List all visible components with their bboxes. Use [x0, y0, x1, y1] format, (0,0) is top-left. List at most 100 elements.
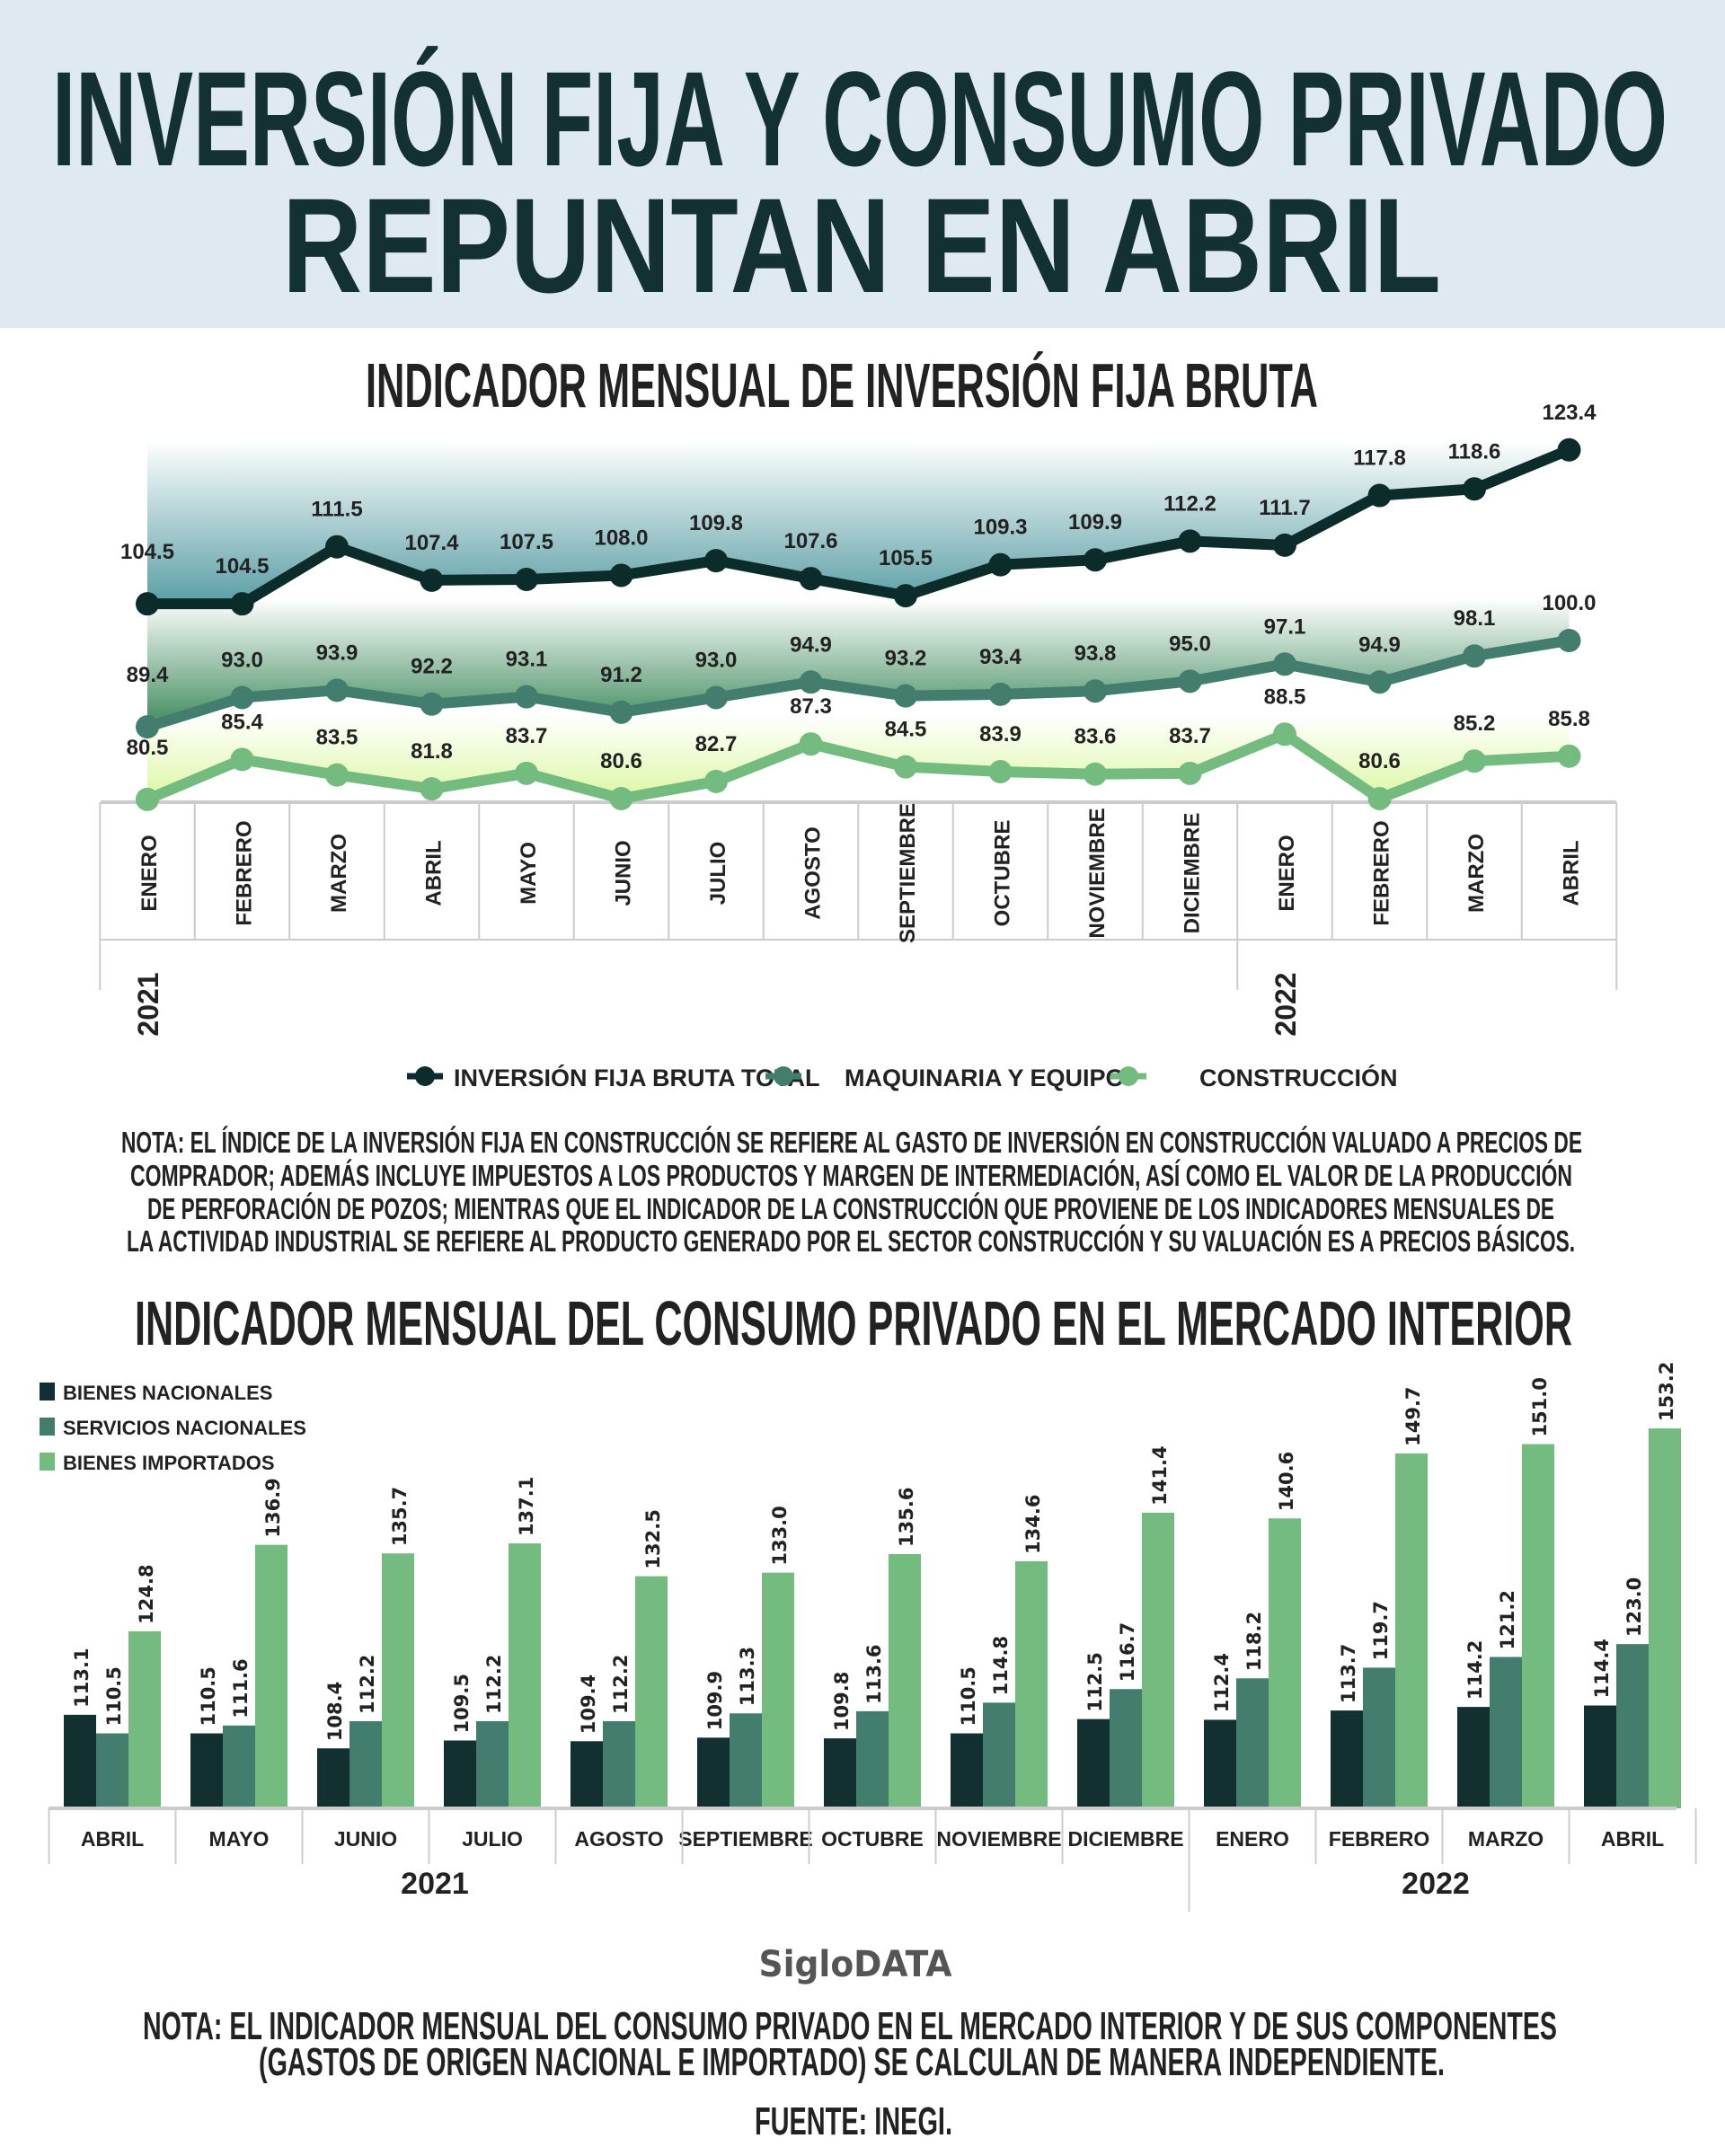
line-chart: ENERO FEBRERO MARZO ABRIL MAYO JUNIO JULIO AGOS… — [99, 401, 1618, 1091]
bar-value-label: 134.6 — [1022, 1494, 1044, 1553]
data-point — [1463, 749, 1486, 773]
bar-value-label: 112.2 — [357, 1655, 378, 1714]
data-point — [136, 715, 159, 739]
data-label: 83.5 — [316, 726, 358, 750]
bar-value-label: 116.7 — [1117, 1622, 1138, 1682]
bar-value-label: 110.5 — [103, 1666, 125, 1726]
bar — [1331, 1710, 1363, 1808]
x-tick-label: MARZO — [1464, 834, 1489, 913]
legend-label: BIENES NACIONALES — [63, 1382, 272, 1404]
data-point — [1367, 483, 1392, 508]
bar — [1522, 1444, 1554, 1808]
data-label: 83.7 — [506, 724, 548, 748]
data-point — [894, 584, 917, 608]
data-label: 105.5 — [879, 546, 933, 570]
x-tick-label: JUNIO — [612, 840, 636, 906]
bar — [64, 1714, 96, 1808]
x-tick-label: AGOSTO — [574, 1827, 663, 1851]
note-line: LA ACTIVIDAD INDUSTRIAL SE REFIERE AL PR… — [127, 1224, 1575, 1258]
legend-marker — [415, 1066, 435, 1086]
data-point — [988, 760, 1013, 784]
data-label: 111.5 — [311, 498, 362, 522]
data-label: 85.2 — [1454, 711, 1496, 736]
x-tick-label: JULIO — [706, 842, 730, 906]
data-point — [420, 777, 444, 801]
data-point — [230, 592, 254, 616]
bar — [571, 1741, 603, 1808]
x-tick-label: DICIEMBRE — [1181, 813, 1205, 934]
data-label: 107.5 — [500, 530, 553, 554]
bar-value-label: 132.5 — [642, 1509, 664, 1568]
brand-logo: SigloDATA — [759, 1944, 952, 1985]
legend-label: CONSTRUCCIÓN — [1199, 1064, 1398, 1091]
bar-value-label: 124.8 — [136, 1564, 157, 1623]
data-point — [325, 678, 349, 702]
bar-value-label: 114.2 — [1464, 1640, 1486, 1700]
year-label: 2022 — [1269, 972, 1302, 1036]
bar — [476, 1721, 509, 1808]
data-point — [1557, 437, 1581, 462]
legend-swatch — [40, 1453, 55, 1471]
data-point — [1178, 529, 1202, 553]
data-label: 81.8 — [411, 739, 453, 764]
year-label: 2022 — [1402, 1867, 1470, 1901]
data-label: 85.8 — [1548, 707, 1590, 731]
bar-value-label: 113.3 — [737, 1647, 758, 1706]
x-tick-label: FEBRERO — [233, 820, 257, 925]
investment-note: NOTA: EL ÍNDICE DE LA INVERSIÓN FIJA EN … — [121, 1126, 1582, 1258]
bar-value-label: 149.7 — [1402, 1386, 1424, 1445]
legend-label: MAQUINARIA Y EQUIPO — [845, 1065, 1125, 1091]
data-label: 83.6 — [1075, 725, 1117, 749]
legend-marker — [774, 1066, 793, 1086]
data-point — [799, 670, 823, 694]
data-point — [799, 567, 823, 591]
bar-chart: BIENES NACIONALES SERVICIOS NACIONALES BIE… — [40, 1362, 1697, 1912]
page-title-line1: INVERSIÓN FIJA Y CONSUMO PRIVADO — [52, 43, 1668, 194]
bar-value-label: 114.4 — [1591, 1639, 1613, 1698]
data-label: 93.1 — [506, 648, 548, 672]
data-label: 107.6 — [783, 529, 837, 553]
data-label: 112.2 — [1163, 491, 1216, 516]
data-point — [1178, 761, 1202, 785]
x-tick-label: AGOSTO — [801, 826, 826, 920]
bar-chart-title: INDICADOR MENSUAL DEL CONSUMO PRIVADO EN… — [135, 1288, 1572, 1358]
bar-value-label: 119.7 — [1370, 1601, 1392, 1660]
data-point — [325, 763, 349, 787]
data-label: 93.9 — [316, 641, 358, 665]
bar-value-label: 135.6 — [896, 1488, 917, 1547]
data-point — [1463, 644, 1486, 668]
bar — [1363, 1667, 1395, 1808]
x-tick-label: JULIO — [462, 1827, 523, 1851]
data-label: 109.8 — [689, 511, 743, 535]
x-tick-label: ABRIL — [1601, 1827, 1664, 1851]
series-line-2 — [145, 729, 1570, 805]
bar-value-label: 121.2 — [1497, 1590, 1518, 1649]
data-point — [1084, 679, 1107, 703]
data-point — [609, 563, 633, 588]
source-note: FUENTE: INEGI. — [755, 2099, 952, 2143]
x-tick-label: NOVIEMBRE — [1085, 808, 1110, 938]
note-line: DE PERFORACIÓN DE POZOS; MIENTRAS QUE EL… — [147, 1192, 1554, 1225]
bar — [1395, 1453, 1428, 1808]
x-tick-label: MAYO — [209, 1827, 270, 1851]
data-label: 93.4 — [979, 645, 1022, 669]
bar — [635, 1576, 668, 1808]
data-point — [894, 755, 917, 779]
bar-value-label: 112.2 — [483, 1655, 505, 1714]
x-tick-label: ABRIL — [422, 840, 447, 906]
data-point — [799, 732, 823, 756]
x-tick-label: MARZO — [327, 834, 351, 913]
bar-value-label: 112.2 — [610, 1655, 632, 1714]
bar — [951, 1733, 983, 1808]
data-label: 88.5 — [1264, 685, 1306, 709]
data-point — [136, 787, 159, 811]
data-label: 85.4 — [221, 710, 263, 734]
bar — [730, 1713, 762, 1808]
bar-value-label: 109.9 — [704, 1671, 726, 1730]
data-point — [230, 685, 254, 710]
consumption-note-line: NOTA: EL INDICADOR MENSUAL DEL CONSUMO P… — [143, 2004, 1557, 2048]
bar — [349, 1721, 382, 1808]
bar — [128, 1630, 161, 1808]
data-label: 97.1 — [1264, 614, 1306, 639]
bar — [1457, 1707, 1490, 1808]
